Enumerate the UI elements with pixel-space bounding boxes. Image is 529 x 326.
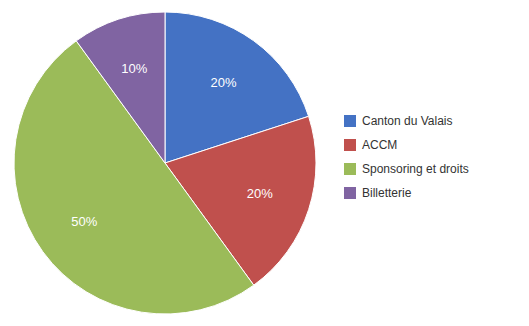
legend-swatch <box>344 115 356 127</box>
pie-slice <box>76 12 165 163</box>
legend-label: ACCM <box>362 138 397 152</box>
data-label: 20% <box>211 75 237 90</box>
data-labels: 20% 20% 50% 10% <box>71 61 273 229</box>
legend-label: Sponsoring et droits <box>362 162 469 176</box>
chart: 20% 20% 50% 10% Canton du Valais ACCM Sponsori… <box>0 0 529 326</box>
legend-label: Billetterie <box>362 186 412 200</box>
data-label: 50% <box>71 214 97 229</box>
legend-item: ACCM <box>344 138 397 152</box>
data-label: 20% <box>247 186 273 201</box>
legend-item: Billetterie <box>344 186 412 200</box>
legend-item: Sponsoring et droits <box>344 162 469 176</box>
legend-swatch <box>344 163 356 175</box>
legend-swatch <box>344 139 356 151</box>
pie <box>14 12 316 314</box>
legend-label: Canton du Valais <box>362 114 453 128</box>
legend-item: Canton du Valais <box>344 114 453 128</box>
legend: Canton du Valais ACCM Sponsoring et droits… <box>344 114 469 200</box>
data-label: 10% <box>121 61 147 76</box>
legend-swatch <box>344 187 356 199</box>
